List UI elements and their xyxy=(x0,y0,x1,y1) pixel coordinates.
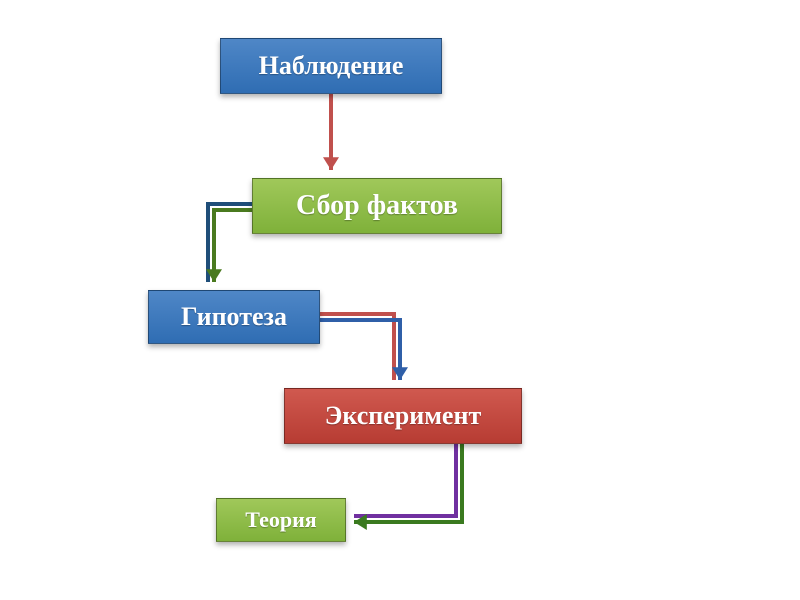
node-experiment: Эксперимент xyxy=(284,388,522,444)
arrowhead-hyp-to-exp-blue xyxy=(392,367,408,380)
node-observation: Наблюдение xyxy=(220,38,442,94)
arrowhead-exp-to-theory-green xyxy=(354,514,367,530)
edge-facts-to-hyp-green xyxy=(214,210,252,282)
edge-exp-to-theory-purple xyxy=(354,444,456,516)
node-theory: Теория xyxy=(216,498,346,542)
edge-hyp-to-exp-red xyxy=(320,314,394,380)
node-facts-label: Сбор фактов xyxy=(296,190,458,222)
arrowhead-facts-to-hyp-green xyxy=(206,269,222,282)
edge-exp-to-theory-green xyxy=(354,444,462,522)
edge-hyp-to-exp-blue xyxy=(320,320,400,380)
node-theory-label: Теория xyxy=(245,507,316,533)
flowchart-canvas: Наблюдение Сбор фактов Гипотеза Эксперимент… xyxy=(0,0,800,600)
node-hypothesis: Гипотеза xyxy=(148,290,320,344)
node-facts: Сбор фактов xyxy=(252,178,502,234)
node-observation-label: Наблюдение xyxy=(259,51,404,81)
arrowhead-obs-to-facts xyxy=(323,157,339,170)
node-experiment-label: Эксперимент xyxy=(325,401,481,431)
edge-facts-to-hyp-blue xyxy=(208,204,252,282)
node-hypothesis-label: Гипотеза xyxy=(181,302,287,332)
